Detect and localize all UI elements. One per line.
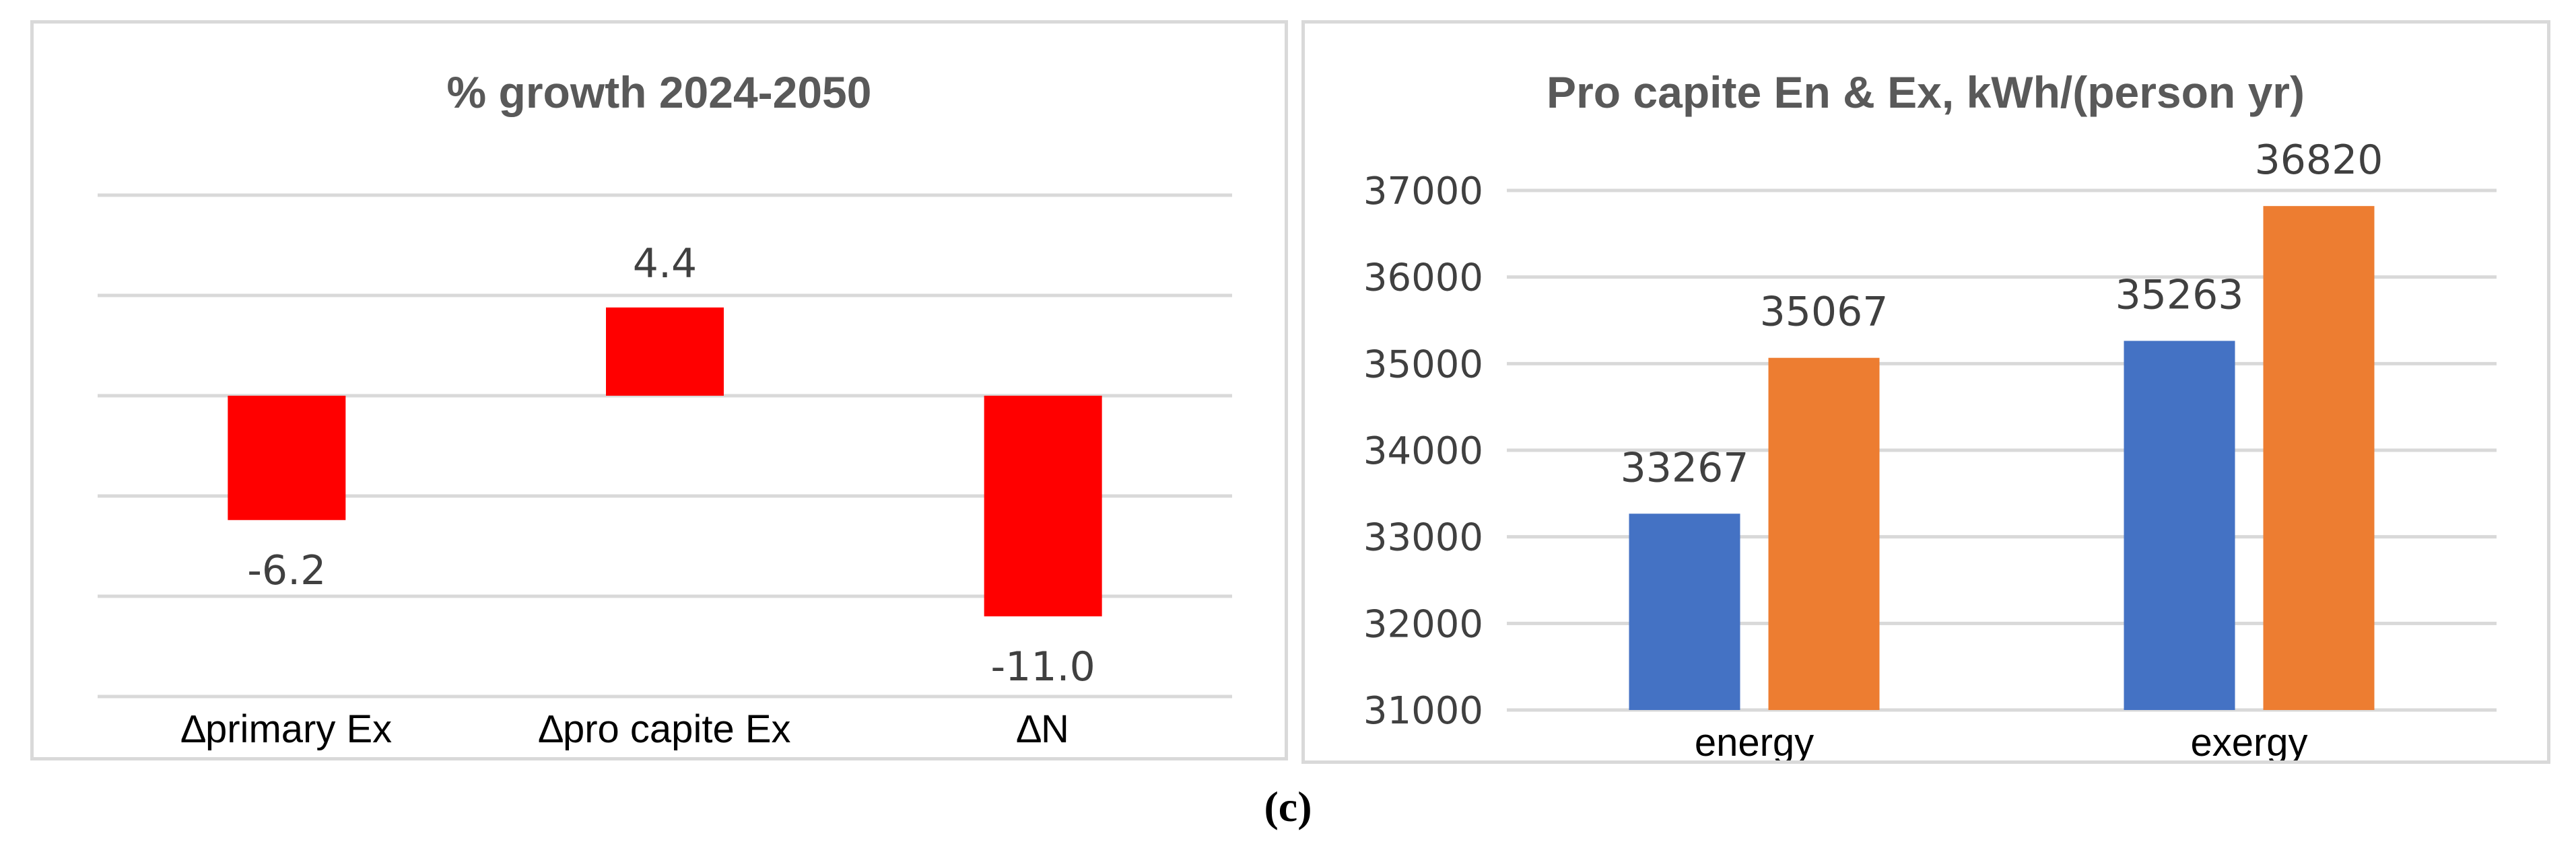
data-label: -6.2 [247, 547, 326, 594]
y-tick-label: 36000 [1363, 256, 1483, 300]
chart-title: Pro capite En & Ex, kWh/(person yr) [1547, 67, 2305, 117]
y-tick-label: 35000 [1363, 343, 1483, 386]
bar [2124, 341, 2235, 710]
data-label: 35263 [2115, 271, 2244, 318]
bar [1768, 357, 1880, 710]
category-label: ∆pro capite Ex [539, 707, 791, 751]
bar [606, 307, 724, 396]
growth-chart-panel: % growth 2024-2050 -6.2 4.4 -11.0 ∆primary… [30, 20, 1288, 760]
chart-title: % growth 2024-2050 [447, 67, 872, 117]
y-tick-label: 31000 [1363, 689, 1483, 733]
data-label: 33267 [1621, 444, 1749, 491]
category-label: ∆N [1017, 707, 1069, 751]
y-tick-label: 32000 [1363, 602, 1483, 646]
growth-chart: % growth 2024-2050 -6.2 4.4 -11.0 ∆primary… [98, 67, 1232, 751]
y-tick-label: 37000 [1363, 170, 1483, 213]
y-tick-label: 33000 [1363, 516, 1483, 560]
figure-caption: (c) [1264, 783, 1312, 830]
bar [984, 396, 1102, 616]
pro-capite-chart: Pro capite En & Ex, kWh/(person yr) 3100… [1363, 67, 2497, 760]
data-label: 4.4 [633, 240, 697, 287]
category-label: energy [1695, 721, 1814, 760]
data-label: 36820 [2255, 137, 2383, 184]
bar [228, 396, 346, 520]
data-label: 35067 [1760, 289, 1889, 336]
pro-capite-chart-panel: Pro capite En & Ex, kWh/(person yr) 3100… [1301, 20, 2550, 764]
category-label: ∆primary Ex [182, 707, 393, 751]
data-label: -11.0 [991, 643, 1095, 690]
category-label: exergy [2190, 721, 2307, 760]
bar [1629, 513, 1740, 710]
y-tick-label: 34000 [1363, 429, 1483, 473]
bar [2263, 206, 2375, 710]
